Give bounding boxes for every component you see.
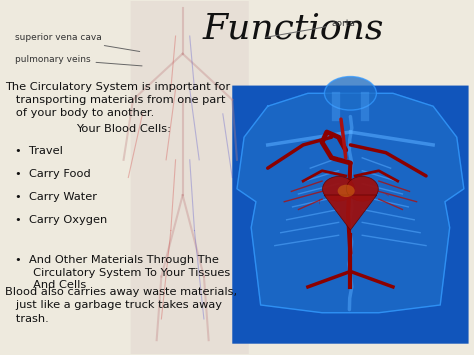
FancyBboxPatch shape: [131, 1, 249, 354]
FancyBboxPatch shape: [232, 86, 469, 344]
Polygon shape: [237, 93, 464, 313]
Text: Functions: Functions: [203, 11, 384, 45]
Text: •  Carry Oxygen: • Carry Oxygen: [15, 215, 107, 225]
Text: The Circulatory System is important for
   transporting materials from one part
: The Circulatory System is important for …: [5, 82, 231, 119]
Polygon shape: [324, 195, 377, 230]
Ellipse shape: [346, 176, 378, 201]
Text: •  Carry Food: • Carry Food: [15, 169, 91, 179]
Ellipse shape: [322, 176, 355, 201]
Text: superior vena cava: superior vena cava: [15, 33, 140, 51]
Ellipse shape: [337, 185, 355, 197]
Text: aorta: aorta: [266, 19, 356, 37]
Text: •  And Other Materials Through The
     Circulatory System To Your Tissues
     : • And Other Materials Through The Circul…: [15, 255, 230, 290]
Text: •  Carry Water: • Carry Water: [15, 192, 97, 202]
Text: Blood also carries away waste materials,
   just like a garbage truck takes away: Blood also carries away waste materials,…: [5, 287, 237, 323]
Text: •  Travel: • Travel: [15, 146, 63, 156]
Text: Your Blood Cells:: Your Blood Cells:: [76, 125, 171, 135]
Text: pulmonary veins: pulmonary veins: [15, 55, 142, 66]
Ellipse shape: [324, 77, 376, 110]
